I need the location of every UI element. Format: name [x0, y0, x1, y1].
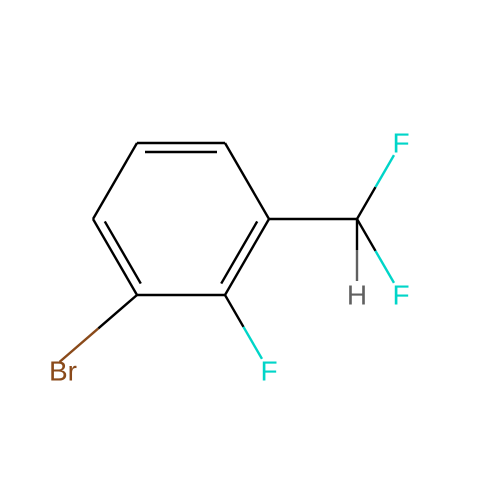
atom-label-f: F	[392, 280, 409, 311]
bond-layer	[60, 143, 394, 362]
molecule-canvas: FFFHBr	[0, 0, 500, 500]
atom-label-br: Br	[49, 356, 77, 387]
atom-label-h: H	[347, 280, 367, 311]
atom-layer: FFFHBr	[49, 128, 410, 387]
atom-label-f: F	[260, 356, 277, 387]
atom-label-f: F	[392, 128, 409, 159]
